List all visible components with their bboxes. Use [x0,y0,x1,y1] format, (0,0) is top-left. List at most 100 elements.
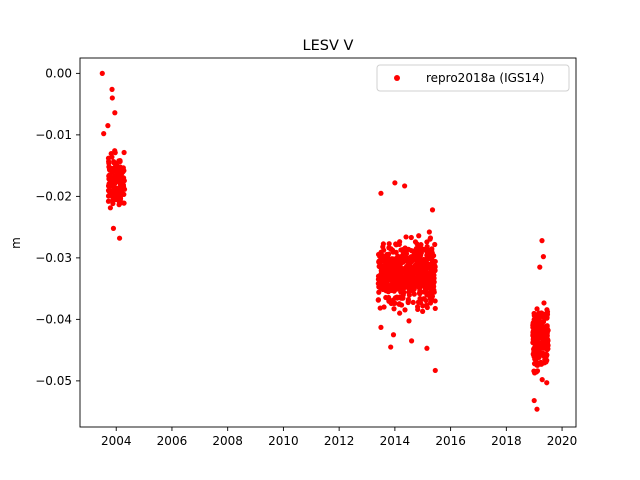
data-point [411,253,417,259]
data-point [376,258,382,264]
data-point [380,241,386,247]
data-point [404,284,410,290]
data-point [422,280,428,287]
data-point [531,397,537,404]
data-point [411,291,417,297]
data-point [429,248,435,254]
data-point [121,200,127,206]
data-point [418,242,424,248]
y-tick-label: −0.04 [35,312,72,326]
data-point [386,241,392,247]
legend-label: repro2018a (IGS14) [426,71,544,85]
y-tick-label: −0.05 [35,374,72,388]
data-point [415,299,422,305]
data-point [393,242,399,248]
data-point [391,306,397,312]
data-point [398,275,404,281]
data-point [420,308,426,314]
data-point [428,277,434,283]
data-point [109,86,115,92]
data-point [541,338,548,344]
data-point [406,264,412,270]
plot-frame [79,57,577,428]
data-point [545,346,551,352]
data-point [378,249,384,255]
data-point [407,281,413,287]
data-point [413,245,419,252]
data-point [432,367,438,374]
data-point [398,295,404,301]
data-point [377,281,384,287]
x-tick-label: 2004 [101,434,132,448]
data-point [544,380,550,386]
data-point [106,164,112,170]
x-tick-label: 2014 [380,434,411,448]
data-point [424,292,430,298]
data-point [392,180,398,186]
data-point [405,299,411,306]
data-point [427,300,434,306]
data-point [403,234,409,240]
data-point [537,320,543,326]
data-point [427,235,434,241]
data-point [111,191,118,197]
data-point [415,306,421,313]
data-point [377,305,383,311]
data-point [421,296,427,302]
data-point [415,279,422,285]
x-tick-label: 2020 [547,434,578,448]
data-point [416,274,422,280]
data-point [388,246,394,252]
legend: repro2018a (IGS14) [376,64,570,92]
data-point [378,324,384,330]
data-points [99,70,551,412]
data-point [533,369,540,375]
data-point [395,253,401,259]
data-point [397,286,403,292]
data-point [105,123,111,129]
data-point [396,301,402,307]
data-point [391,273,398,280]
data-point [429,207,436,213]
data-point [121,191,127,197]
data-point [424,239,430,245]
data-point [530,328,536,334]
data-point [386,251,392,257]
x-tick-label: 2016 [435,434,466,448]
data-point [118,170,124,177]
data-point [401,257,407,263]
data-point [412,239,419,245]
x-axis: 2004 2006 2008 2010 2012 2014 2016 2018 2020 [101,427,577,448]
data-point [428,254,434,260]
data-point [111,180,117,186]
data-point [409,338,415,344]
data-point [532,340,538,346]
data-point [417,260,423,266]
y-tick-label: 0.00 [45,66,72,80]
data-point [409,270,415,276]
x-tick-label: 2018 [491,434,522,448]
data-point [402,277,408,283]
data-point [383,275,389,281]
data-point [426,284,432,290]
data-point [425,270,431,276]
data-point [392,263,399,269]
data-point [111,160,117,166]
data-point [538,361,544,367]
x-tick-label: 2008 [212,434,243,448]
data-point [544,357,550,363]
data-point [532,361,539,367]
data-point [390,287,396,293]
data-point [392,295,399,301]
data-point [388,282,394,288]
data-point [432,241,438,248]
data-point [380,286,386,292]
data-point [117,158,123,164]
data-point [385,263,391,269]
data-point [413,267,419,273]
data-point [398,270,404,276]
data-point [416,233,422,239]
data-point [417,291,423,297]
data-point [390,332,397,338]
